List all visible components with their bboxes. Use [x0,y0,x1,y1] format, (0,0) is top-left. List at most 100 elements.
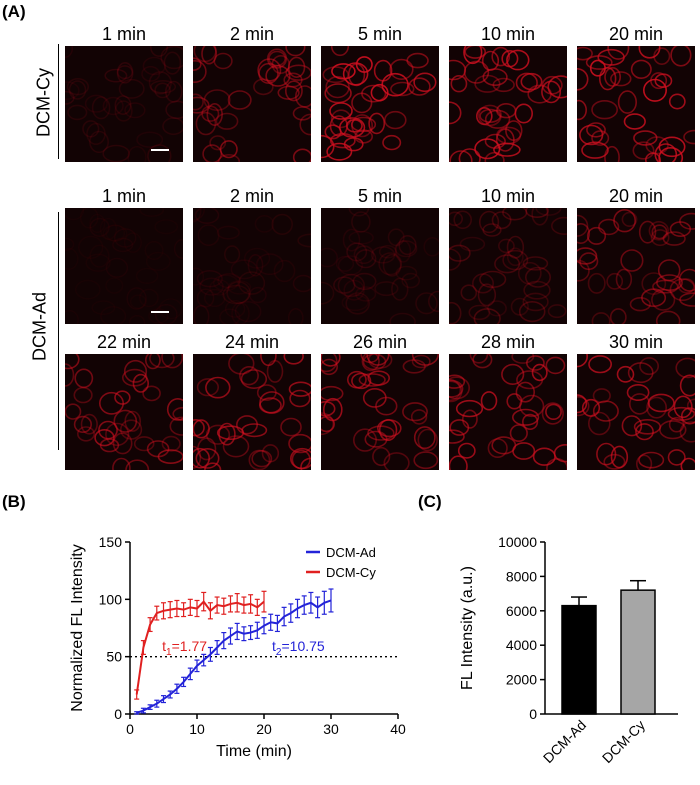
cell-pattern [577,354,695,470]
error-bar [161,602,166,620]
error-bar [274,614,280,633]
micrograph-time-label: 20 min [608,186,664,206]
error-bar [147,617,153,633]
fluorescence-image [65,46,183,162]
micrograph-dcm-ad-1-min: 1 min [65,184,183,324]
error-bar [181,676,187,688]
micrograph-dcm-cy-10-min: 10 min [449,22,567,162]
error-bar [187,598,193,616]
error-bar [187,667,193,681]
error-bar [221,631,227,650]
micrograph-dcm-ad-20-min: 20 min [577,184,695,324]
y-axis-label: FL Intensity (a.u.) [459,566,476,690]
error-bar [328,588,334,613]
half-time-annotation: t2=10.75 [272,638,325,658]
error-bar [134,689,140,700]
micrograph-dcm-ad-28-min: 28 min [449,330,567,470]
error-bar [154,699,160,708]
micrograph-time-label: 2 min [229,186,274,206]
panel-label-c: (C) [418,492,442,511]
x-tick-label: 30 [323,721,339,737]
error-bar [571,596,587,606]
fluorescence-image [321,354,439,470]
cell-pattern [321,46,437,161]
micrograph-dcm-ad-30-min: 30 min [577,330,695,470]
error-bar [234,592,240,613]
bar-dcm-ad [561,604,597,715]
error-bar [268,613,274,631]
error-bar [214,640,220,655]
y-tick-label: 50 [106,649,122,665]
cell-pattern [193,354,311,470]
micrograph-dcm-cy-1-min: 1 min [65,22,183,162]
error-bar [288,603,294,623]
cell-pattern [193,208,311,324]
micrograph-dcm-cy-20-min: 20 min [577,22,695,162]
error-bar [234,622,240,641]
fluorescence-image [65,208,183,324]
dcm-cy-bracket [58,44,59,159]
cell-pattern [449,208,567,324]
fluorescence-image [193,354,311,470]
series-line-dcm-cy [135,600,265,695]
error-bar [254,621,260,639]
error-bar [261,590,267,613]
error-bar [174,683,180,694]
error-bar [301,595,307,615]
error-bar [241,626,247,642]
error-bar [221,597,227,615]
x-tick-label: 40 [390,721,406,737]
micrograph-dcm-cy-2-min: 2 min [193,22,311,162]
fluorescence-image [321,208,439,324]
error-bar [228,627,233,645]
x-tick-label: 10 [189,721,205,737]
micrograph-dcm-ad-24-min: 24 min [193,330,311,470]
error-bar [241,596,247,614]
cell-pattern [193,46,311,162]
micrograph-time-label: 24 min [224,332,280,352]
half-time-annotation: t1=1.77 [162,638,207,658]
error-bar [194,659,200,673]
micrograph-time-label: 20 min [608,24,664,44]
fluorescence-image [65,354,183,470]
legend-label: DCM-Ad [326,545,376,560]
error-bar [201,653,207,667]
error-bar [140,640,146,655]
micrograph-time-label: 26 min [352,332,408,352]
error-bar [140,707,146,714]
error-bar [248,594,254,614]
x-axis-label: Time (min) [216,743,292,760]
cell-pattern [65,354,183,470]
error-bar [174,599,180,618]
fluorescence-image [577,208,695,324]
error-bar [254,598,260,616]
panel-label-a: (A) [2,2,26,21]
micrograph-dcm-ad-10-min: 10 min [449,184,567,324]
error-bar [201,591,207,612]
y-tick-label: 100 [99,591,123,607]
error-bar [154,605,160,621]
error-bar [181,602,187,618]
fluorescence-image [193,208,311,324]
micrograph-dcm-ad-22-min: 22 min [65,330,183,470]
y-tick-label: 4000 [506,637,537,653]
category-label: DCM-Cy [599,717,648,766]
error-bar [315,596,321,619]
cell-pattern [577,46,695,162]
y-tick-label: 0 [529,706,537,722]
dcm-cy-row-label: DCM-Cy [33,68,54,137]
dcm-ad-row-label: DCM-Ad [29,292,50,362]
error-bar [134,711,140,715]
micrograph-time-label: 30 min [608,332,664,352]
fluorescence-image [193,46,311,162]
micrograph-dcm-ad-26-min: 26 min [321,330,439,470]
error-bar [308,591,314,614]
bar-dcm-cy [620,589,656,715]
fluorescence-image [449,46,567,162]
micrograph-dcm-cy-5-min: 5 min [321,22,439,162]
y-tick-label: 2000 [506,672,537,688]
micrograph-time-label: 10 min [480,186,536,206]
micrograph-time-label: 2 min [229,24,274,44]
micrograph-time-label: 5 min [357,24,402,44]
y-tick-label: 8000 [506,568,537,584]
